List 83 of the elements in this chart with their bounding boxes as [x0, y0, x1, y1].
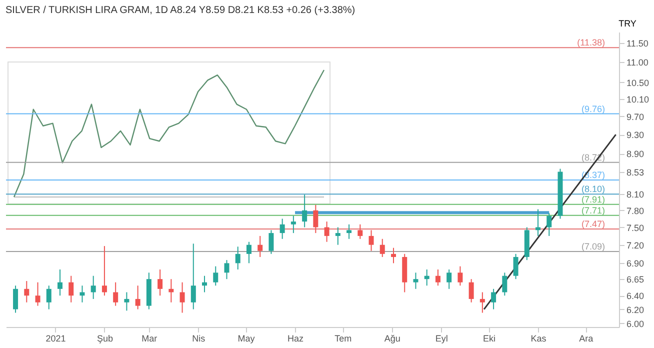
x-tick-label: Eki	[483, 334, 496, 344]
candlestick	[124, 292, 130, 312]
ref-line-label: (7.91)	[581, 194, 605, 204]
candlestick	[346, 224, 352, 240]
candlestick	[57, 268, 62, 296]
candlestick	[424, 268, 430, 286]
candlestick	[313, 204, 318, 234]
x-tick-label: Tem	[334, 334, 352, 344]
candlestick	[224, 260, 230, 280]
candlestick	[458, 266, 463, 286]
candlestick	[180, 282, 185, 314]
chart-title: SILVER / TURKISH LIRA GRAM, 1D A8.24 Y8.59 D8.21 K8.53 +0.26 (+3.38%)	[6, 5, 356, 16]
candlestick	[46, 285, 52, 310]
y-tick-label: 11.00	[626, 58, 648, 68]
candlestick	[24, 280, 30, 303]
x-tick-label: Kas	[530, 334, 547, 344]
y-tick-label: 6.00	[626, 318, 644, 329]
y-tick-label: 8.53	[626, 167, 644, 178]
x-tick-label: Mar	[142, 334, 158, 344]
x-tick-label: Nis	[192, 334, 206, 344]
ref-line-label: (9.76)	[581, 104, 605, 114]
x-tick-label: Eyl	[435, 334, 448, 344]
candlestick	[335, 226, 340, 246]
x-tick-label: Haz	[288, 334, 304, 344]
candlestick	[513, 253, 518, 280]
candlestick	[468, 278, 474, 303]
y-tick-label: 7.80	[626, 206, 644, 216]
ref-line-label: (8.10)	[581, 184, 605, 194]
x-tick-label: Şub	[96, 334, 113, 344]
candlestick	[324, 221, 330, 242]
ref-line-label: (7.71)	[581, 205, 605, 216]
candlestick	[168, 278, 174, 303]
y-tick-label: 11.50	[626, 38, 648, 49]
candlestick	[358, 224, 363, 240]
candlestick	[102, 246, 107, 296]
ref-line-label: (11.38)	[577, 38, 605, 48]
y-tick-label: 8.90	[626, 149, 644, 160]
candlestick	[413, 272, 418, 290]
y-tick-label: 6.40	[626, 291, 644, 302]
y-tick-label: 9.30	[626, 130, 644, 140]
candlestick	[491, 288, 496, 310]
x-tick-label: May	[238, 334, 256, 344]
y-tick-label: 6.65	[626, 274, 644, 285]
y-tick-label: 8.10	[626, 190, 644, 200]
candlestick	[546, 212, 552, 236]
candlestick	[302, 194, 308, 228]
candlestick	[80, 285, 85, 303]
candlestick	[190, 243, 196, 310]
x-tick-label: Ara	[579, 334, 594, 344]
candlestick	[502, 272, 508, 296]
candlestick	[280, 218, 285, 240]
candlestick	[446, 268, 452, 290]
x-tick-label: 2021	[46, 334, 66, 344]
candlestick	[35, 282, 40, 306]
candlestick	[90, 275, 96, 300]
y-tick-label: 7.20	[626, 240, 644, 250]
candlestick	[368, 230, 374, 252]
candlestick	[290, 215, 296, 234]
y-axis-title: TRY	[618, 18, 636, 28]
ref-line-label: (7.09)	[581, 241, 605, 252]
candlestick	[258, 235, 263, 258]
candlestick	[435, 268, 440, 286]
y-tick-label: 6.20	[626, 304, 644, 315]
candlestick	[135, 285, 140, 310]
candlestick	[202, 275, 208, 293]
candlestick	[213, 266, 218, 286]
candlestick	[246, 241, 252, 264]
y-tick-label: 9.70	[626, 112, 644, 122]
candlestick	[235, 246, 240, 270]
candlestick	[113, 282, 118, 306]
candlestick	[158, 268, 163, 296]
x-tick-label: Ağu	[384, 334, 400, 344]
candlestick	[380, 238, 385, 258]
ref-line-label: (7.47)	[581, 218, 605, 229]
candlestick	[68, 275, 74, 303]
candlestick	[480, 292, 485, 314]
y-tick-label: 10.10	[626, 94, 650, 105]
candlestick	[13, 285, 18, 314]
y-tick-label: 10.50	[626, 78, 650, 88]
candlestick	[268, 230, 274, 254]
y-tick-label: 7.50	[626, 222, 644, 233]
candlestick	[390, 247, 396, 264]
y-tick-label: 6.90	[626, 258, 644, 269]
